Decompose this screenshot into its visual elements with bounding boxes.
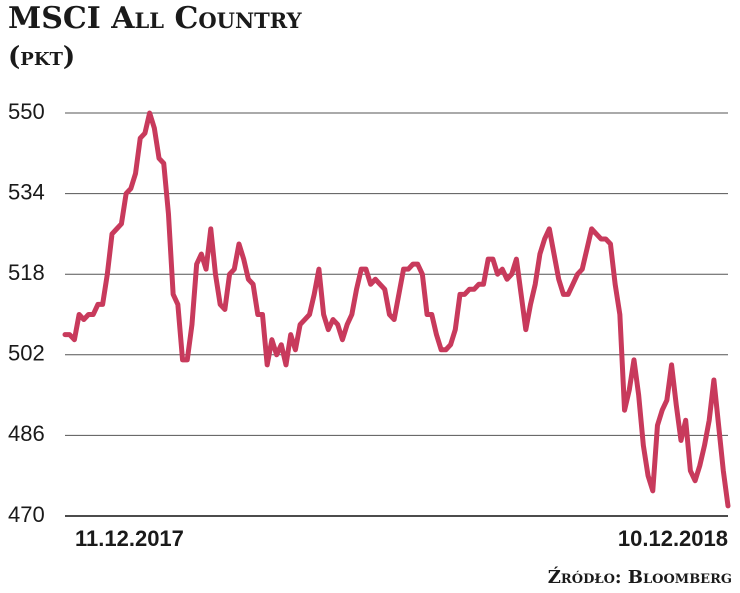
y-tick-label: 518	[8, 260, 45, 285]
y-tick-label: 502	[8, 341, 45, 366]
chart-title: MSCI All Country	[8, 1, 303, 36]
x-tick-label: 10.12.2018	[618, 526, 728, 551]
x-tick-label: 11.12.2017	[75, 526, 184, 551]
source: Źródło: Bloomberg	[548, 565, 732, 588]
line-series	[62, 110, 731, 509]
y-tick-label: 534	[8, 179, 45, 204]
y-tick-label: 550	[8, 99, 45, 124]
y-tick-label: 470	[8, 502, 45, 527]
chart-subtitle: (pkt)	[8, 42, 75, 72]
y-tick-label: 486	[8, 421, 45, 446]
